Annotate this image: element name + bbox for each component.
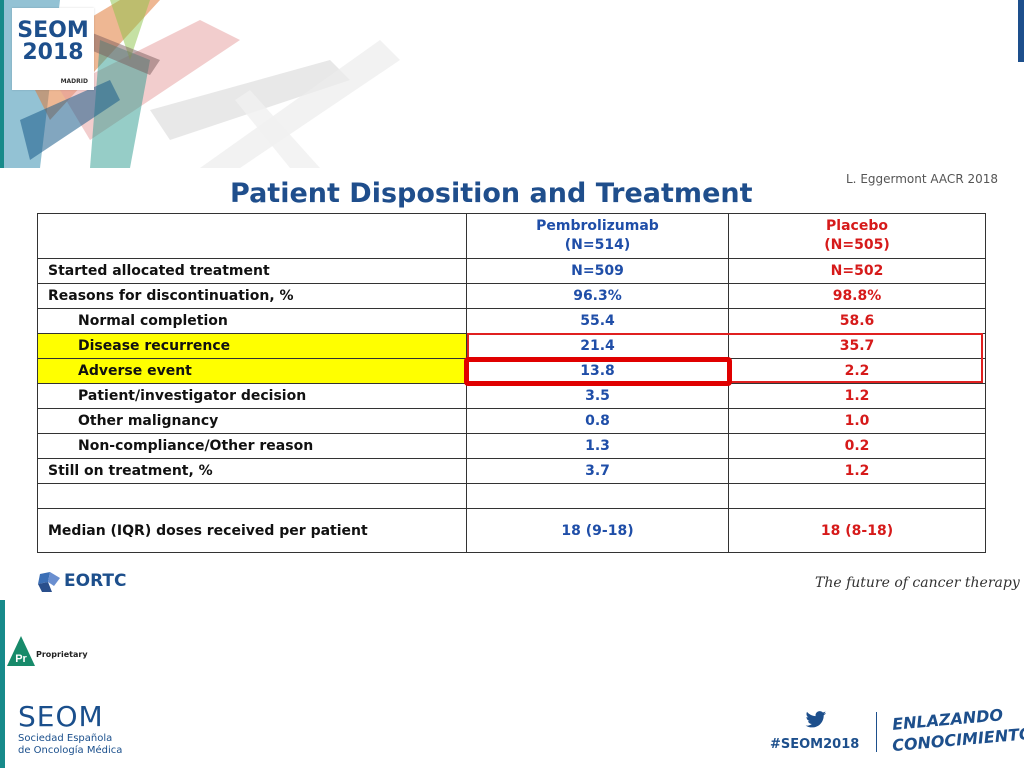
seom-org-line1: Sociedad Española [18, 733, 113, 744]
eortc-logo-icon [38, 572, 60, 592]
row-label: Adverse event [37, 358, 467, 384]
pembro-value: 96.3% [466, 283, 729, 309]
logo-year-text: 2018 [22, 40, 84, 65]
twitter-bird-icon [805, 711, 827, 728]
row-label: Started allocated treatment [37, 258, 467, 284]
row-label: Patient/investigator decision [37, 383, 467, 409]
hashtag: #SEOM2018 [770, 737, 860, 752]
right-edge-bar [1018, 0, 1024, 62]
header-empty-cell [37, 213, 467, 259]
table-row: Normal completion 55.4 58.6 [37, 308, 986, 334]
header-decorative-art [0, 0, 400, 168]
left-accent-bar-top [0, 0, 4, 168]
table-row: Patient/investigator decision 3.5 1.2 [37, 383, 986, 409]
placebo-value: 1.2 [728, 383, 986, 409]
placebo-value: 0.2 [728, 433, 986, 459]
placebo-value [728, 483, 986, 509]
table-row: Non-compliance/Other reason 1.3 0.2 [37, 433, 986, 459]
pembro-value: 3.5 [466, 383, 729, 409]
pembro-value: N=509 [466, 258, 729, 284]
placebo-value: N=502 [728, 258, 986, 284]
tagline: The future of cancer therapy [815, 575, 1020, 591]
row-label: Disease recurrence [37, 333, 467, 359]
row-label: Reasons for discontinuation, % [37, 283, 467, 309]
pembro-value [466, 483, 729, 509]
seom-logo-text: SEOM [18, 700, 104, 733]
proprietary-label: Proprietary [36, 650, 88, 659]
table-row: Reasons for discontinuation, % 96.3% 98.… [37, 283, 986, 309]
placebo-value: 18 (8-18) [728, 508, 986, 553]
table-row: Other malignancy 0.8 1.0 [37, 408, 986, 434]
placebo-value: 1.2 [728, 458, 986, 484]
row-label: Still on treatment, % [37, 458, 467, 484]
eortc-label: EORTC [64, 571, 127, 591]
table-row-highlighted: Adverse event 13.8 2.2 [37, 358, 986, 384]
pembro-value: 1.3 [466, 433, 729, 459]
pembro-value: 55.4 [466, 308, 729, 334]
logo-brand-text: SEOM [17, 18, 89, 43]
arm1-n: (N=514) [564, 237, 631, 253]
table-row-blank [37, 483, 986, 509]
logo-city-text: MADRID [60, 78, 88, 85]
table-header-row: Pembrolizumab (N=514) Placebo (N=505) [37, 213, 986, 259]
arm2-name: Placebo [826, 218, 888, 234]
left-accent-bar-bottom [0, 600, 5, 768]
arm2-n: (N=505) [824, 237, 890, 253]
table-row: Started allocated treatment N=509 N=502 [37, 258, 986, 284]
highlight-box-adverse-event [464, 357, 732, 386]
seom-org-line2: de Oncología Médica [18, 745, 123, 756]
pr-badge-text: Pr [15, 653, 27, 665]
disposition-table: Pembrolizumab (N=514) Placebo (N=505) St… [37, 213, 986, 553]
pembro-value: 18 (9-18) [466, 508, 729, 553]
citation: L. Eggermont AACR 2018 [846, 172, 999, 186]
placebo-value: 1.0 [728, 408, 986, 434]
placebo-value: 2.2 [728, 358, 986, 384]
row-label [37, 483, 467, 509]
row-label: Median (IQR) doses received per patient [37, 508, 467, 553]
table-row: Still on treatment, % 3.7 1.2 [37, 458, 986, 484]
row-label: Normal completion [37, 308, 467, 334]
footer-divider [876, 712, 877, 752]
header-pembrolizumab: Pembrolizumab (N=514) [466, 213, 729, 259]
header-placebo: Placebo (N=505) [728, 213, 986, 259]
placebo-value: 98.8% [728, 283, 986, 309]
placebo-value: 58.6 [728, 308, 986, 334]
row-label: Other malignancy [37, 408, 467, 434]
slide-title: Patient Disposition and Treatment [230, 178, 753, 209]
arm1-name: Pembrolizumab [536, 218, 659, 234]
pr-triangle-icon: Pr [7, 636, 35, 666]
pembro-value: 0.8 [466, 408, 729, 434]
table-row: Median (IQR) doses received per patient … [37, 508, 986, 553]
pembro-value: 3.7 [466, 458, 729, 484]
seom-2018-logo: SEOM 2018 MADRID [12, 8, 94, 90]
row-label: Non-compliance/Other reason [37, 433, 467, 459]
